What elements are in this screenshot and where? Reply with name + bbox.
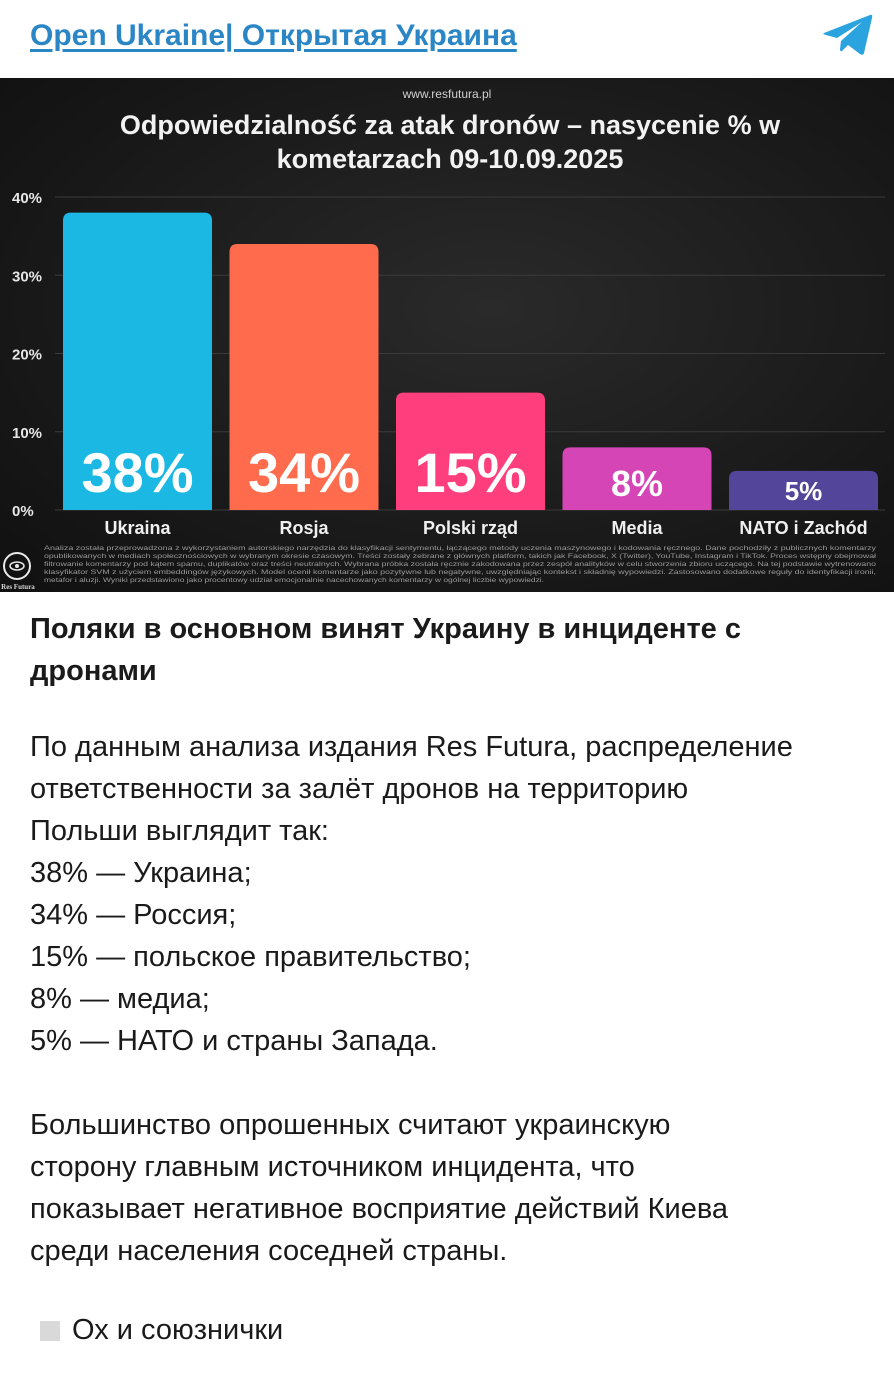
x-tick-label: Ukraina	[104, 518, 171, 538]
footnote-line: opublikowanych w mediach społecznościowy…	[44, 553, 877, 560]
x-tick-label: Rosja	[279, 518, 329, 538]
bar-polski-rz-d	[396, 392, 545, 510]
list-item: 38% — Украина;	[30, 857, 252, 889]
y-tick-label: 0%	[12, 503, 34, 520]
bar-rosja	[229, 243, 379, 510]
list-item: 5% — НАТО и страны Запада.	[30, 1025, 438, 1057]
y-tick-label: 30%	[12, 268, 42, 285]
x-tick-label: NATO i Zachód	[739, 518, 867, 538]
bar-chart: www.resfutura.pl Odpowiedzialność za ata…	[1, 87, 885, 591]
chart-bars: 38% 34% 15% 8% 5%	[63, 212, 878, 510]
x-tick-label: Media	[611, 518, 663, 538]
res-futura-logo: Res Futura	[1, 552, 35, 591]
text-line: среди населения соседней страны.	[30, 1235, 508, 1267]
text-line: Большинство опрошенных считают украинску…	[30, 1109, 671, 1141]
bar-value-label: 34%	[248, 441, 360, 504]
text-line: По данным анализа издания Res Futura, ра…	[30, 731, 793, 763]
chart-y-ticks: 0% 10% 20% 30% 40%	[12, 190, 42, 520]
channel-header: Open Ukraine| Открытая Украина	[0, 0, 894, 78]
channel-name-link[interactable]: Open Ukraine| Открытая Украина	[30, 19, 517, 52]
text-line: Польши выглядит так:	[30, 815, 329, 847]
footnote-line: klasyfikator SVM z użyciem embeddingów j…	[44, 569, 876, 576]
bar-value-label: 38%	[81, 441, 193, 504]
footnote-line: filtrowanie komentarzy pod kątem spamu, …	[44, 561, 877, 568]
y-tick-label: 20%	[12, 347, 42, 364]
white-square-emoji-icon	[40, 1320, 60, 1341]
footnote-line: Analiza została przeprowadzona z wykorzy…	[44, 545, 877, 552]
bar-value-label: 8%	[611, 463, 663, 504]
bar-media	[562, 447, 712, 510]
post-paragraph-stats: По данным анализа издания Res Futura, ра…	[30, 726, 864, 1062]
chart-x-labels: Ukraina Rosja Polski rząd Media NATO i Zachó…	[104, 518, 867, 538]
x-tick-label: Polski rząd	[423, 518, 518, 538]
text-line: показывает негативное восприятие действи…	[30, 1193, 729, 1225]
bar-value-label: 15%	[414, 441, 526, 504]
chart-title-line2: kometarzach 09-10.09.2025	[277, 144, 624, 174]
bar-value-label: 5%	[785, 476, 823, 506]
chart-image[interactable]: www.resfutura.pl Odpowiedzialność za ata…	[0, 78, 894, 592]
bar-nato-i-zach-d	[729, 470, 878, 510]
footnote-line: metafor i aluzji. Wyniki przedstawiono j…	[44, 577, 544, 584]
post-footer: Ох и союзнички	[30, 1314, 864, 1347]
text-line: сторону главным источником инцидента, чт…	[30, 1151, 635, 1183]
chart-source-url: www.resfutura.pl	[402, 87, 492, 101]
post-paragraph-conclusion: Большинство опрошенных считают украинску…	[30, 1104, 864, 1272]
telegram-icon[interactable]	[822, 12, 874, 58]
y-tick-label: 10%	[12, 425, 42, 442]
text-line: ответственности за залёт дронов на терри…	[30, 773, 689, 805]
post-title: Поляки в основном винят Украину в инциде…	[30, 613, 741, 687]
list-item: 8% — медиа;	[30, 983, 210, 1015]
list-item: 15% — польское правительство;	[30, 941, 471, 973]
bar-ukraina	[63, 212, 212, 510]
svg-text:Res Futura: Res Futura	[1, 583, 35, 591]
post-body: Поляки в основном винят Украину в инциде…	[0, 592, 894, 1347]
chart-title-line1: Odpowiedzialność za atak dronów – nasyce…	[120, 110, 781, 140]
post-footer-text: Ох и союзнички	[72, 1314, 284, 1346]
chart-footnote: Analiza została przeprowadzona z wykorzy…	[44, 545, 877, 584]
y-tick-label: 40%	[12, 190, 42, 207]
list-item: 34% — Россия;	[30, 899, 237, 931]
